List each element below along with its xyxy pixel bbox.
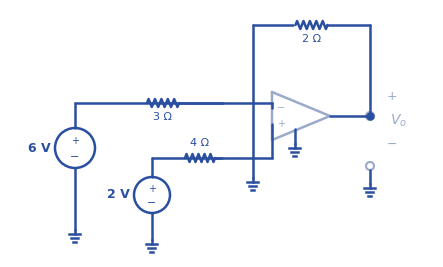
Text: $V_o$: $V_o$: [390, 113, 407, 129]
Text: 6 V: 6 V: [28, 142, 51, 155]
Text: 2 Ω: 2 Ω: [302, 34, 321, 44]
Text: −: −: [277, 103, 285, 113]
Text: +: +: [71, 136, 79, 146]
Text: 2 V: 2 V: [107, 189, 130, 202]
Text: +: +: [387, 89, 397, 103]
Text: −: −: [70, 152, 80, 162]
Text: −: −: [148, 198, 157, 208]
Text: −: −: [387, 138, 397, 151]
Text: +: +: [277, 119, 285, 129]
Text: 3 Ω: 3 Ω: [154, 112, 172, 122]
Text: 4 Ω: 4 Ω: [190, 138, 210, 148]
Text: +: +: [148, 184, 156, 194]
